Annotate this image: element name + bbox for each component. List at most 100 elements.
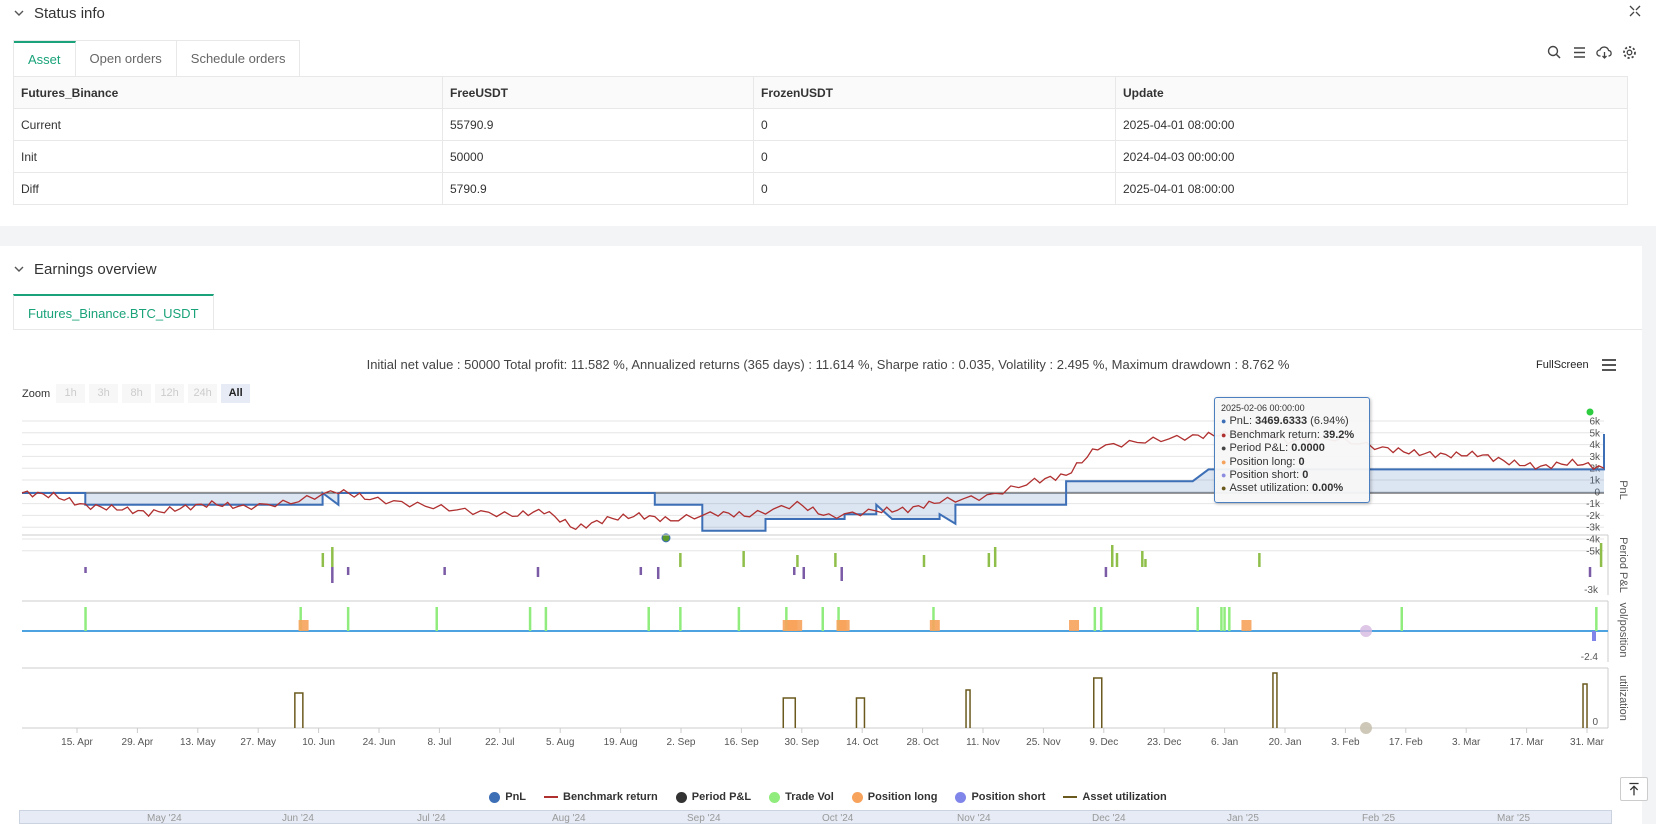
x-tick-label: 13. May xyxy=(180,737,216,748)
trade-vol-bar xyxy=(346,607,350,631)
search-icon[interactable] xyxy=(1546,44,1563,61)
list-icon[interactable] xyxy=(1571,44,1588,61)
navigator-label: Jan '25 xyxy=(1227,813,1259,824)
y-tick-label: 1k xyxy=(1589,476,1601,487)
trade-vol-bar xyxy=(1099,607,1103,631)
benchmark-line xyxy=(21,429,1605,531)
tooltip-row: ● Position long: 0 xyxy=(1221,455,1305,468)
period-pnl-bar xyxy=(1141,551,1144,567)
zoom-3h-button[interactable]: 3h xyxy=(89,384,119,403)
tab-schedule-orders[interactable]: Schedule orders xyxy=(176,41,300,77)
cell: 5790.9 xyxy=(442,172,754,205)
navigator-label: Dec '24 xyxy=(1092,813,1126,824)
hamburger-menu-icon[interactable] xyxy=(1601,358,1617,372)
table-row: Current 55790.9 0 2025-04-01 08:00:00 xyxy=(13,108,1628,141)
x-tick-label: 16. Sep xyxy=(724,737,759,748)
legend-item[interactable]: Benchmark return xyxy=(544,791,658,803)
scroll-top-button[interactable] xyxy=(1620,777,1648,801)
row-label: Init xyxy=(13,140,443,173)
navigator-label: Aug '24 xyxy=(552,813,586,824)
cloud-download-icon[interactable] xyxy=(1596,44,1613,61)
tab-open-orders[interactable]: Open orders xyxy=(75,41,177,77)
panel-axis-title: PnL xyxy=(1617,480,1629,500)
y-tick-label: -4k xyxy=(1586,535,1601,546)
x-tick-label: 20. Jan xyxy=(1269,737,1302,748)
x-tick-label: 27. May xyxy=(240,737,276,748)
legend-marker xyxy=(851,791,863,803)
legend-marker xyxy=(544,796,559,798)
legend-item[interactable]: Period P&L xyxy=(675,791,752,803)
performance-summary: Initial net value : 50000 Total profit: … xyxy=(366,357,1290,372)
period-pnl-bar xyxy=(840,567,843,581)
legend-item[interactable]: Trade Vol xyxy=(769,791,834,803)
period-pnl-bar xyxy=(922,555,926,567)
trade-vol-bar xyxy=(1228,607,1231,631)
navigator-label: Jun '24 xyxy=(282,813,314,824)
legend-label: Position short xyxy=(971,791,1046,803)
y-tick-label: 5k xyxy=(1589,428,1601,439)
zoom-24h-button[interactable]: 24h xyxy=(188,384,218,403)
trade-vol-bar xyxy=(932,607,935,631)
trade-vol-bar xyxy=(1595,607,1598,631)
tab-futures-binance-btc-usdt[interactable]: Futures_Binance.BTC_USDT xyxy=(13,294,214,330)
legend-label: Position long xyxy=(867,791,938,803)
utilization-spike xyxy=(782,697,797,728)
x-tick-label: 29. Apr xyxy=(122,737,154,748)
utilization-spike xyxy=(1093,677,1103,728)
x-tick-label: 3. Feb xyxy=(1331,737,1360,748)
zoom-8h-button[interactable]: 8h xyxy=(122,384,152,403)
position-long-bar xyxy=(929,620,940,631)
legend-item[interactable]: Position long xyxy=(851,791,938,803)
cell: 2024-04-03 00:00:00 xyxy=(1115,140,1628,173)
y-tick-label: 4k xyxy=(1589,440,1601,451)
utilization-spike xyxy=(294,692,304,728)
col-header: FreeUSDT xyxy=(442,76,754,109)
zoom-1h-button[interactable]: 1h xyxy=(56,384,86,403)
y-tick-label: -3k xyxy=(1584,585,1599,596)
trade-vol-bar xyxy=(1196,607,1199,631)
cell: 55790.9 xyxy=(442,108,754,141)
y-tick-label: 6k xyxy=(1589,417,1601,428)
fullscreen-button[interactable]: FullScreen xyxy=(1536,359,1589,371)
legend-label: Benchmark return xyxy=(563,791,658,803)
legend-item[interactable]: Asset utilization xyxy=(1063,791,1167,803)
earnings-header: Earnings overview xyxy=(0,256,1656,282)
x-tick-label: 30. Sep xyxy=(785,737,820,748)
x-tick-label: 9. Dec xyxy=(1089,737,1118,748)
page-gutter xyxy=(1642,246,1656,824)
y-tick-label: 3k xyxy=(1589,452,1601,463)
x-tick-label: 31. Mar xyxy=(1570,737,1605,748)
cell: 50000 xyxy=(442,140,754,173)
legend-item[interactable]: PnL xyxy=(489,791,526,803)
tooltip-rows: ● PnL: 3469.6333 (6.94%) ● Benchmark return… xyxy=(1221,415,1363,495)
navigator-label: Mar '25 xyxy=(1497,813,1531,824)
x-tick-label: 8. Jul xyxy=(427,737,451,748)
legend-marker xyxy=(675,791,687,803)
zoom-all-button[interactable]: All xyxy=(221,384,251,403)
legend-label: Period P&L xyxy=(691,791,752,803)
zoom-12h-button[interactable]: 12h xyxy=(155,384,185,403)
period-pnl-bar xyxy=(993,547,997,567)
trade-vol-bar xyxy=(679,607,682,631)
min-marker xyxy=(661,533,671,543)
gear-icon[interactable] xyxy=(1621,44,1638,61)
period-pnl-bar xyxy=(1110,545,1114,567)
tab-asset[interactable]: Asset xyxy=(14,41,76,77)
legend-item[interactable]: Position short xyxy=(955,791,1045,803)
navigator-label: May '24 xyxy=(147,813,182,824)
trade-vol-bar xyxy=(84,607,87,631)
collapse-icon[interactable] xyxy=(1628,4,1642,18)
trade-vol-bar xyxy=(737,607,741,631)
period-pnl-bar xyxy=(1588,567,1592,577)
period-pnl-bar xyxy=(1599,543,1603,567)
chevron-down-icon[interactable] xyxy=(12,6,26,20)
chevron-down-icon[interactable] xyxy=(12,262,26,276)
period-pnl-bar xyxy=(679,553,682,567)
tooltip-row: ● PnL: 3469.6333 (6.94%) xyxy=(1221,415,1349,428)
legend-label: Asset utilization xyxy=(1082,791,1167,803)
zoom-controls: Zoom 1h 3h 8h 12h 24h All xyxy=(22,384,254,403)
navigator-label: Nov '24 xyxy=(957,813,991,824)
period-pnl-bar xyxy=(84,567,87,573)
trade-vol-bar xyxy=(544,607,548,631)
